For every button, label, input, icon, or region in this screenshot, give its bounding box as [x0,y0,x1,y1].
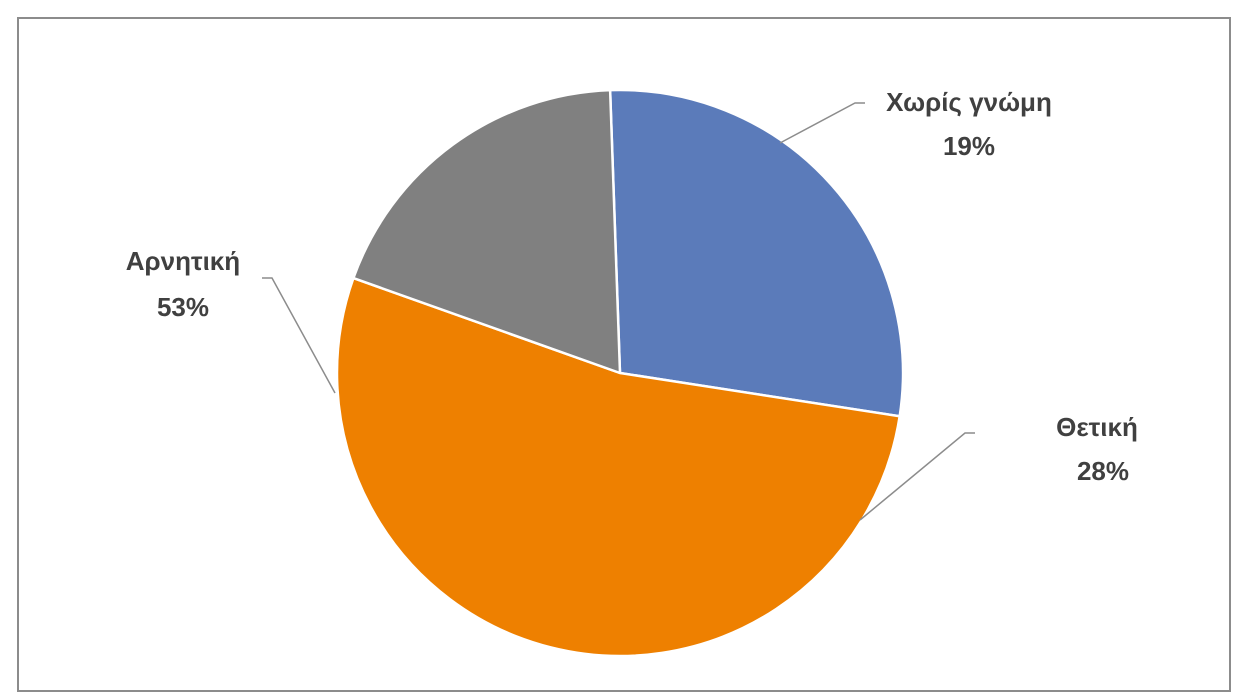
slice-percent-2: 53% [157,292,209,322]
slice-label-2: Αρνητική [126,246,240,276]
pie-slice-2 [335,276,901,658]
leader-lines [262,102,975,521]
pie-slice-1 [608,88,905,418]
pie-slices [335,88,905,658]
slice-percent-3: 19% [943,131,995,161]
leader-line-1 [859,432,975,521]
slice-label-3: Χωρίς γνώμη [886,87,1052,117]
leader-line-3 [779,102,865,144]
data-labels: Θετική 28% Αρνητική 53% Χωρίς γνώμη 19% [126,87,1138,486]
slice-label-1: Θετική [1056,412,1138,442]
leader-line-2 [262,277,336,394]
pie-slice-3 [352,88,622,375]
slice-percent-1: 28% [1077,456,1129,486]
